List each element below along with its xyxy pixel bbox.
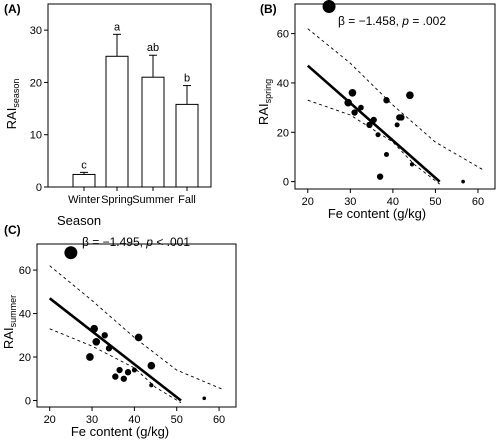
panel-a-ytick-label: 0	[36, 182, 42, 194]
panel-c-xtick-label: 20	[44, 414, 56, 426]
panel-b-data-point	[348, 88, 357, 97]
panel-c-ytick-label: 20	[19, 352, 31, 364]
panel-a-bar-chart: (A) Season RAIseason 0 10 20 30 c Winter a Spri…	[4, 2, 212, 228]
panel-c-ytick-label: 0	[25, 395, 31, 407]
panel-a-label: (A)	[4, 2, 21, 16]
panel-a-significance-letter: ab	[147, 42, 159, 54]
panel-c-data-point	[120, 375, 127, 382]
panel-b-data-point	[394, 122, 400, 128]
panel-a-bar	[141, 76, 165, 188]
panel-c-ci-lower-line	[49, 328, 182, 404]
panel-c-ytick-label: 40	[19, 309, 31, 321]
panel-b-data-point	[322, 0, 336, 13]
panel-b-xtick-label: 30	[344, 196, 356, 208]
panel-c-data-point	[131, 367, 137, 373]
panel-a-bar	[175, 103, 199, 188]
panel-c-data-point	[92, 337, 101, 346]
panel-a-ytick-label: 20	[30, 77, 42, 89]
panel-c-data-point	[134, 333, 143, 342]
panel-b-data-point	[351, 109, 358, 116]
panel-c-ytick-label: 60	[19, 265, 31, 277]
panel-c-data-point	[101, 332, 108, 339]
panel-c-xtick-label: 40	[128, 414, 140, 426]
panel-c-data-point	[147, 361, 156, 370]
panel-a-plot-frame	[47, 3, 212, 188]
panel-b-data-point	[409, 162, 415, 167]
panel-a-category-label: Winter	[68, 194, 100, 206]
panel-b-data-point	[375, 132, 381, 138]
panel-c-data-point	[149, 383, 154, 388]
panel-b-xtick-label: 20	[302, 196, 314, 208]
panel-b-data-point	[383, 151, 389, 157]
panel-b-data-point	[398, 114, 405, 121]
panel-a-category-label: Summer	[132, 194, 174, 206]
panel-c-data-point	[105, 345, 113, 352]
panel-a-ytick-label: 10	[30, 130, 42, 142]
panel-c-data-point	[86, 353, 94, 361]
panel-b-annotation: β = −1.458, p = .002	[338, 14, 446, 28]
panel-a-category-label: Spring	[101, 194, 133, 206]
panel-c-regression-line	[48, 297, 182, 402]
panel-c-xtick-label: 50	[171, 414, 183, 426]
panel-b-data-point	[366, 121, 373, 129]
panel-c-data-point	[124, 369, 132, 376]
panel-c-xlabel: Fe content (g/kg)	[71, 424, 169, 439]
panel-b-data-point	[376, 173, 384, 180]
panel-c-scatter: (C) β = −1.495, p < .001 Fe content (g/k…	[1, 223, 237, 439]
panel-b-xtick-label: 50	[429, 196, 441, 208]
panel-a-xlabel: Season	[57, 213, 101, 228]
panel-b-ytick-label: 20	[277, 127, 289, 139]
panel-a-category-label: Fall	[178, 194, 196, 206]
panel-b-plot-frame	[294, 3, 496, 190]
panel-c-data-point	[202, 396, 207, 401]
panel-b-ci-upper-line	[307, 28, 483, 170]
panel-c-xtick-label: 60	[213, 414, 225, 426]
panel-b-xtick-label: 40	[387, 196, 399, 208]
panel-b-data-point	[344, 98, 353, 107]
panel-b-data-point	[358, 104, 364, 111]
panel-c-label: (C)	[4, 223, 21, 237]
panel-b-ytick-label: 60	[277, 29, 289, 41]
panel-a-bar	[105, 55, 129, 188]
panel-a-significance-letter: c	[81, 159, 87, 171]
panel-a-ytick-label: 30	[30, 25, 42, 37]
panel-c-data-point	[90, 324, 98, 333]
panel-b-regression-line	[306, 64, 441, 183]
panel-b-data-point	[406, 91, 414, 100]
panel-c-ci-upper-line	[49, 265, 224, 391]
panel-b-data-point	[383, 97, 390, 104]
panel-c-data-point	[64, 246, 78, 260]
panel-a-significance-letter: a	[114, 21, 121, 33]
panel-b-ytick-label: 0	[283, 177, 289, 189]
panel-c-xtick-label: 30	[86, 414, 98, 426]
panel-c-annotation: β = −1.495, p < .001	[82, 235, 190, 249]
panel-c-ylabel: RAIsummer	[1, 295, 18, 349]
panel-c-data-point	[116, 366, 123, 374]
panel-b-ci-lower-line	[307, 99, 440, 185]
panel-b-scatter: (B) β = −1.458, p = .002 Fe content (g/k…	[256, 0, 496, 221]
panel-b-ylabel: RAIspring	[256, 79, 273, 125]
panel-b-data-point	[461, 179, 465, 184]
panel-b-xlabel: Fe content (g/kg)	[328, 206, 426, 221]
panel-b-ytick-label: 40	[277, 78, 289, 90]
panel-a-bar	[72, 173, 96, 188]
panel-c-data-point	[112, 373, 119, 380]
panel-b-label: (B)	[260, 2, 277, 16]
panel-b-xtick-label: 60	[472, 196, 484, 208]
panel-c-plot-frame	[36, 243, 237, 408]
panel-a-significance-letter: b	[184, 73, 190, 85]
panel-a-ylabel: RAIseason	[4, 79, 21, 130]
panel-b-data-point	[370, 116, 377, 124]
